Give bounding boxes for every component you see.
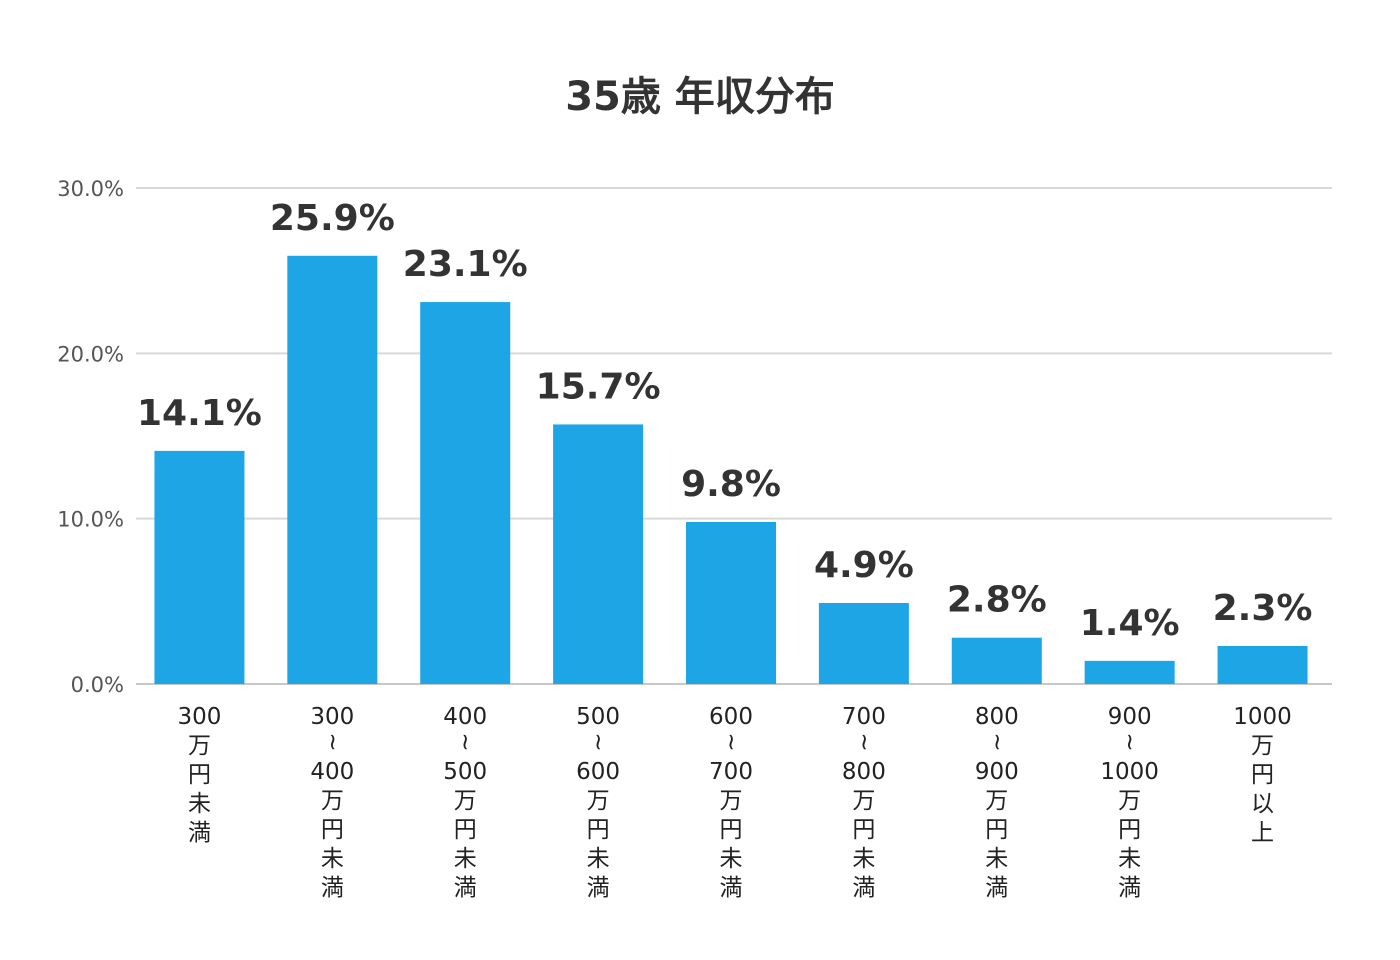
data-label: 9.8%: [681, 464, 781, 505]
bars: [154, 255, 1308, 684]
category-label: 万: [188, 733, 211, 759]
y-tick-label: 20.0%: [57, 342, 124, 366]
category-label: 600: [576, 759, 620, 785]
category-label: 万: [454, 788, 477, 814]
category-label: 万: [321, 788, 344, 814]
category-label: 円: [1251, 762, 1274, 788]
category-labels: 300万円未満300~400万円未満400~500万円未満500~600万円未満…: [177, 704, 1291, 901]
category-label: 500: [443, 759, 487, 785]
category-label: 800: [975, 704, 1019, 730]
category-label: 満: [720, 875, 743, 901]
category-label: 満: [587, 875, 610, 901]
category-label: 未: [1118, 846, 1141, 872]
category-label: 円: [1118, 817, 1141, 843]
bar: [287, 255, 378, 684]
category-label: ~: [984, 732, 1010, 751]
category-label: 400: [443, 704, 487, 730]
category-label: 以: [1251, 791, 1274, 817]
y-tick-label: 0.0%: [71, 673, 124, 697]
category-label: ~: [585, 732, 611, 751]
category-label: 円: [454, 817, 477, 843]
category-label: 満: [852, 875, 875, 901]
category-label: 満: [985, 875, 1008, 901]
category-label: 600: [709, 704, 753, 730]
category-label: 万: [985, 788, 1008, 814]
category-label: 900: [1108, 704, 1152, 730]
category-label: 700: [842, 704, 886, 730]
category-label: 円: [852, 817, 875, 843]
category-label: 円: [720, 817, 743, 843]
bar: [1217, 645, 1308, 684]
category-label: 800: [842, 759, 886, 785]
y-tick-label: 10.0%: [57, 508, 124, 532]
bar: [951, 637, 1042, 684]
category-label: ~: [851, 732, 877, 751]
category-label: 円: [587, 817, 610, 843]
category-label: 未: [454, 846, 477, 872]
category-label: 300: [310, 704, 354, 730]
category-label: 万: [587, 788, 610, 814]
data-label: 1.4%: [1080, 603, 1180, 644]
bar: [818, 602, 909, 684]
category-label: 未: [587, 846, 610, 872]
category-label: 円: [985, 817, 1008, 843]
category-label: ~: [319, 732, 345, 751]
bar: [686, 521, 776, 684]
category-label: 上: [1251, 820, 1274, 846]
category-label: 500: [576, 704, 620, 730]
category-label: 1000: [1233, 704, 1292, 730]
category-label: 1000: [1100, 759, 1159, 785]
data-label: 25.9%: [270, 198, 395, 239]
category-label: 満: [188, 820, 211, 846]
category-label: 万: [1118, 788, 1141, 814]
category-label: 未: [188, 791, 211, 817]
category-label: 満: [321, 875, 344, 901]
category-label: 300: [177, 704, 221, 730]
bar: [420, 302, 511, 684]
category-label: ~: [1117, 732, 1143, 751]
data-label: 23.1%: [403, 244, 528, 285]
category-label: 未: [852, 846, 875, 872]
category-label: 900: [975, 759, 1019, 785]
category-label: ~: [452, 732, 478, 751]
data-label: 15.7%: [536, 366, 661, 407]
category-label: 万: [1251, 733, 1274, 759]
bar: [154, 450, 245, 684]
category-label: 未: [720, 846, 743, 872]
bar: [553, 424, 644, 684]
category-label: 700: [709, 759, 753, 785]
category-label: 満: [454, 875, 477, 901]
category-label: 円: [188, 762, 211, 788]
category-label: 円: [321, 817, 344, 843]
category-label: ~: [718, 732, 744, 751]
y-tick-label: 30.0%: [57, 177, 124, 201]
chart-title: 35歳 年収分布: [565, 74, 835, 120]
data-label: 14.1%: [137, 393, 262, 434]
category-label: 未: [321, 846, 344, 872]
data-label: 4.9%: [814, 545, 914, 586]
category-label: 満: [1118, 875, 1141, 901]
category-label: 万: [720, 788, 743, 814]
y-axis-ticks: 0.0% 10.0% 20.0% 30.0%: [57, 177, 124, 697]
data-labels: 14.1% 25.9%23.1% 15.7% 9.8% 4.9% 2.8% 1.4% 2.3%: [137, 198, 1312, 644]
data-label: 2.3%: [1213, 588, 1313, 629]
category-label: 万: [852, 788, 875, 814]
data-label: 2.8%: [947, 580, 1047, 621]
category-label: 未: [985, 846, 1008, 872]
bar: [1084, 660, 1175, 684]
category-label: 400: [310, 759, 354, 785]
